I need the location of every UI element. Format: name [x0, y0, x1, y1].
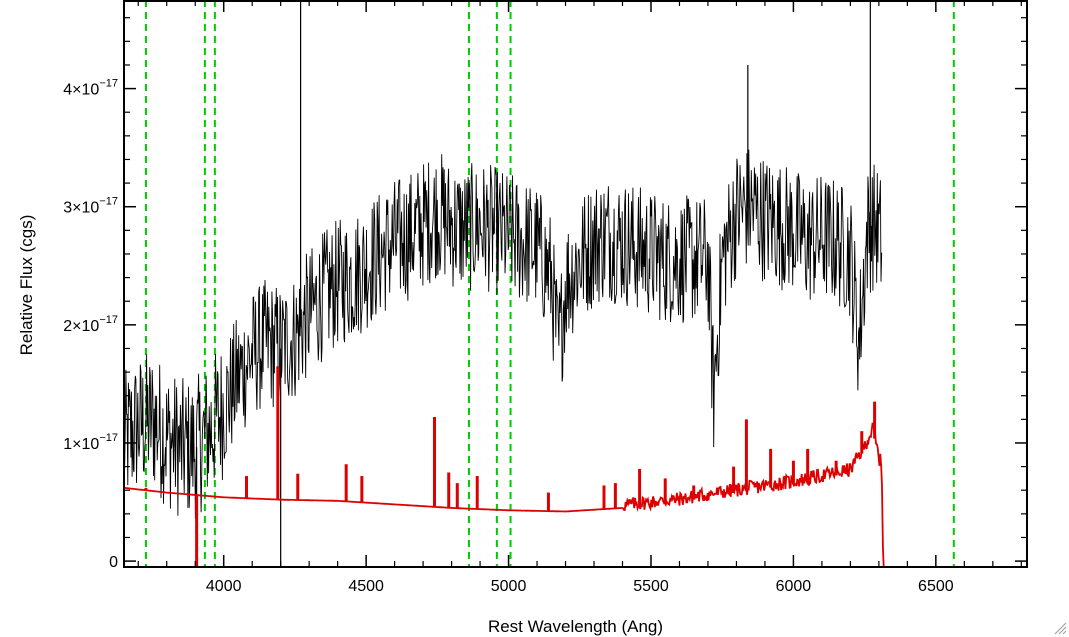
x-tick-label: 4000 — [206, 578, 242, 595]
reference-lines — [144, 0, 955, 567]
x-tick-label: 5500 — [633, 578, 669, 595]
y-tick-label: 1×10−17 — [63, 432, 118, 453]
series-black-spectrum — [124, 149, 883, 519]
y-tick-label: 3×10−17 — [63, 196, 118, 217]
x-tick-label: 6000 — [776, 578, 812, 595]
x-tick-labels: 4000 4500 5000 5500 6000 6500 — [206, 578, 954, 595]
resize-grip-icon[interactable] — [1053, 621, 1067, 635]
y-tick-labels: 0 1×10−17 2×10−17 3×10−17 4×10−17 — [63, 78, 118, 572]
y-axis-title: Relative Flux (cgs) — [17, 215, 36, 356]
y-tick-label: 0 — [109, 554, 118, 571]
series-layer — [124, 0, 1027, 567]
x-tick-label: 6500 — [918, 578, 954, 595]
y-tick-label: 4×10−17 — [63, 78, 118, 99]
x-tick-label: 5000 — [491, 578, 527, 595]
x-axis-title: Rest Wavelength (Ang) — [488, 617, 663, 636]
series-red-model — [124, 422, 1027, 567]
x-tick-label: 4500 — [348, 578, 384, 595]
axis-ticks — [124, 0, 1027, 567]
plot-frame — [123, 0, 1028, 568]
y-tick-label: 2×10−17 — [63, 314, 118, 335]
